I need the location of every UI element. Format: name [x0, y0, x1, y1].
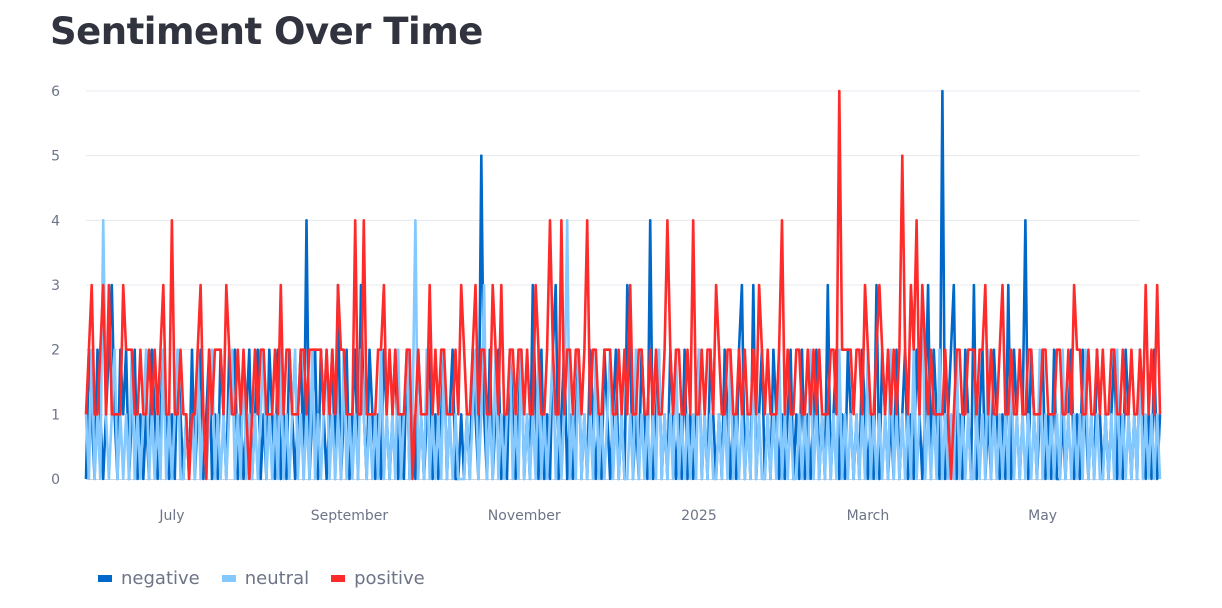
series-line-positive	[84, 89, 1162, 481]
legend-swatch-positive	[331, 575, 346, 582]
y-tick-label: 1	[51, 407, 60, 423]
legend-swatch-negative	[98, 575, 112, 582]
chart-title: Sentiment Over Time	[50, 10, 483, 53]
y-tick-label: 6	[51, 84, 60, 100]
y-axis-ticks: 0 1 2 3 4 5 6	[51, 84, 60, 488]
legend-item-neutral[interactable]: neutral	[221, 568, 310, 589]
y-tick-label: 2	[51, 343, 60, 359]
y-tick-label: 4	[51, 213, 60, 229]
legend-item-positive[interactable]: positive	[331, 568, 425, 589]
x-tick-label: May	[1028, 508, 1057, 524]
y-tick-label: 3	[51, 278, 60, 294]
legend-label-positive: positive	[354, 568, 425, 589]
x-tick-label: September	[311, 508, 389, 524]
x-axis: July September November 2025 March May	[86, 479, 1140, 524]
series-lines	[84, 89, 1162, 481]
x-tick-label: 2025	[681, 508, 717, 524]
y-tick-label: 5	[51, 149, 60, 165]
legend-item-negative[interactable]: negative	[98, 568, 200, 589]
series-line-neutral	[84, 219, 1162, 481]
legend-swatch-neutral	[221, 575, 236, 582]
legend-label-negative: negative	[121, 568, 200, 589]
legend-label-neutral: neutral	[244, 568, 310, 589]
y-tick-label: 0	[51, 472, 60, 488]
x-tick-label: November	[488, 508, 561, 524]
x-tick-label: March	[847, 508, 890, 524]
legend: negative neutral positive	[98, 568, 425, 589]
x-tick-label: July	[158, 508, 184, 524]
